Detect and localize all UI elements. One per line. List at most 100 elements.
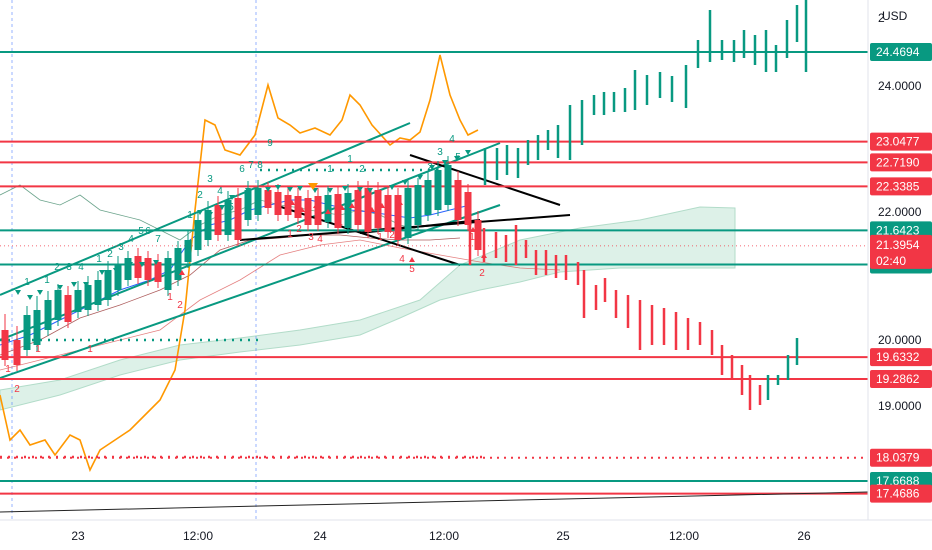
candle-body [264,190,272,208]
candle [444,156,452,211]
td-setup-triangle [339,205,345,210]
price-level-label-bg [870,484,932,503]
td-setup-triangle [379,203,385,208]
candle [254,180,262,221]
candle [394,188,402,246]
candle [414,178,422,231]
td-count-red: 2 [479,268,485,279]
candle [364,181,372,238]
ichimoku-cloud [0,206,736,411]
candle [1,314,9,366]
td-setup-triangle [349,203,355,208]
td-count-red: 2 [296,224,302,235]
price-level-label: 22.7190 [870,153,932,172]
x-tick-label: 12:00 [429,529,459,543]
channel-middle [0,142,501,341]
candle [424,171,432,221]
td-setup-triangle [481,253,487,258]
td-setup-triangle [442,160,448,165]
currency-label[interactable]: USD [882,9,908,23]
current-price-bg [870,234,932,269]
candle [234,188,242,246]
td-count-green: 4 [78,262,84,273]
td-setup-triangle [71,282,77,287]
td-setup-triangle [275,185,281,190]
candle-body [64,295,72,322]
td-setup-triangle [429,165,435,170]
x-tick-label: 12:00 [669,529,699,543]
candle [284,186,292,221]
candle-body [124,258,132,280]
td-sequential-markers: 1123412345671234567891122345121112123411… [5,134,487,395]
candle [54,284,62,326]
candle-body [424,180,432,215]
candle [214,196,222,241]
candle-body [134,256,142,278]
candle-body [444,165,452,205]
candle [184,231,192,268]
candle-body [304,198,312,225]
candle-body [394,195,402,240]
candle [334,186,342,234]
td-setup-triangle [57,285,63,290]
y-tick-label: 19.0000 [878,399,922,413]
candle-body [33,310,41,345]
candle-body [13,340,21,365]
candle-body [54,290,62,320]
x-tick-label: 12:00 [183,529,213,543]
price-level-label-text: 23.0477 [876,135,920,149]
td-count-red: 1 [35,344,41,355]
candle [114,256,122,296]
price-level-label-text: 17.4686 [876,487,920,501]
td-setup-triangle [313,203,319,208]
td-count-red: 2 [389,230,395,241]
td-count-green: 9 [267,138,273,149]
channel-lower [0,204,501,379]
candle [174,241,182,286]
candle [354,181,362,231]
td-count-green: 5 [138,226,144,237]
candle-body [23,315,31,350]
price-level-label: 23.0477 [870,132,932,151]
td-count-red: 5 [409,264,415,275]
candle [344,184,352,234]
td-count-green: 1 [187,210,193,221]
price-level-label-bg [870,369,932,388]
td-count-green: 2 [427,162,433,173]
td-setup-triangle [465,150,471,155]
td-setup-triangle [289,200,295,205]
td-setup-triangle [287,187,293,192]
td-count-green: 3 [207,174,213,185]
td-setup-triangle [37,290,43,295]
candle [404,180,412,244]
candle-body [474,220,482,250]
candle [324,186,332,228]
td-setup-triangle [15,290,21,295]
candle-body [74,290,82,312]
candle-body [314,196,322,225]
price-level-label-text: 17.6688 [876,474,920,488]
candle-body [84,285,92,310]
candle [194,211,202,256]
price-level-label: 21.6423 [870,221,932,240]
td-setup-triangle [397,200,403,205]
td-count-red: 2 [177,300,183,311]
td-setup-triangle [470,227,476,232]
candle [464,184,472,231]
td-setup-triangle [99,270,105,275]
price-level-label-bg [870,132,932,151]
candle-body [114,265,122,290]
candle [64,286,72,328]
td-setup-triangle [357,187,363,192]
price-level-label: 18.0379 [870,448,932,467]
y-tick-label: 2 [878,11,885,25]
td-count-green: 3 [118,242,124,253]
candle-body [434,170,442,210]
td-setup-triangle [369,207,375,212]
td-count-green: 7 [155,234,161,245]
price-level-label-text: 24.4694 [876,45,920,59]
td-setup-triangle [325,209,331,214]
price-level-label-text: 22.7190 [876,155,920,169]
td-setup-triangle [207,212,213,217]
